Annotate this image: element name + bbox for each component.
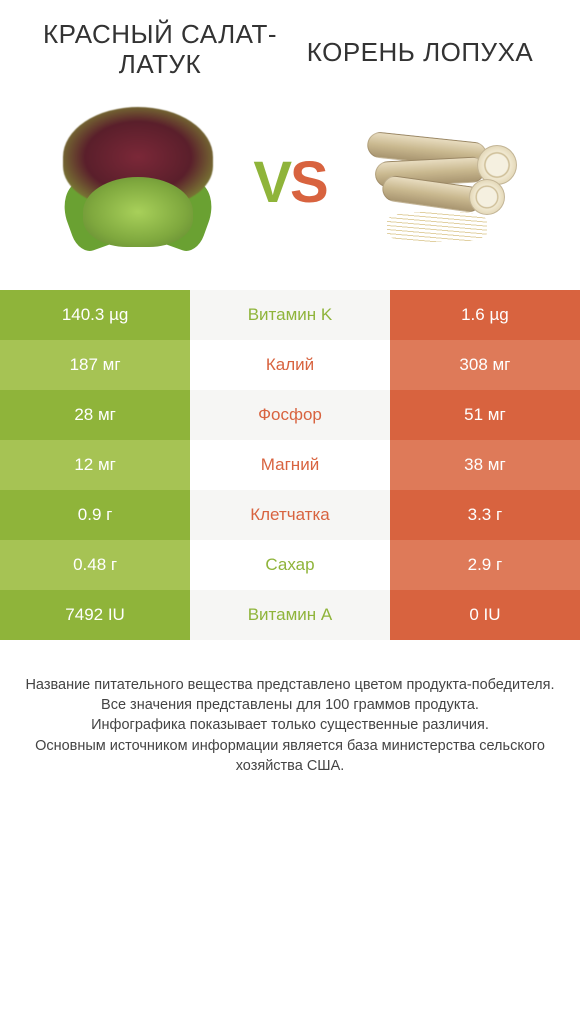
value-left: 28 мг xyxy=(0,390,190,440)
value-left: 140.3 µg xyxy=(0,290,190,340)
footer-note: Название питательного вещества представл… xyxy=(0,640,580,796)
nutrient-label: Сахар xyxy=(190,540,390,590)
value-right: 308 мг xyxy=(390,340,580,390)
value-right: 3.3 г xyxy=(390,490,580,540)
vs-s: S xyxy=(290,150,327,215)
title-right: Корень лопуха xyxy=(290,20,550,80)
value-right: 51 мг xyxy=(390,390,580,440)
value-right: 1.6 µg xyxy=(390,290,580,340)
footer-line: Название питательного вещества представл… xyxy=(22,675,558,695)
nutrient-label: Магний xyxy=(190,440,390,490)
value-right: 38 мг xyxy=(390,440,580,490)
table-row: 187 мгКалий308 мг xyxy=(0,340,580,390)
vs-v: V xyxy=(253,150,290,215)
value-left: 0.9 г xyxy=(0,490,190,540)
lettuce-icon xyxy=(58,107,218,257)
table-row: 0.9 гКлетчатка3.3 г xyxy=(0,490,580,540)
product-image-right xyxy=(335,100,550,265)
footer-line: Все значения представлены для 100 граммо… xyxy=(22,695,558,715)
table-row: 12 мгМагний38 мг xyxy=(0,440,580,490)
value-left: 12 мг xyxy=(0,440,190,490)
table-row: 28 мгФосфор51 мг xyxy=(0,390,580,440)
burdock-icon xyxy=(357,117,527,247)
header: Красный салат-латук Корень лопуха xyxy=(0,0,580,90)
value-right: 0 IU xyxy=(390,590,580,640)
table-row: 7492 IUВитамин A0 IU xyxy=(0,590,580,640)
table-row: 0.48 гСахар2.9 г xyxy=(0,540,580,590)
value-left: 187 мг xyxy=(0,340,190,390)
value-left: 7492 IU xyxy=(0,590,190,640)
table-row: 140.3 µgВитамин K1.6 µg xyxy=(0,290,580,340)
title-left: Красный салат-латук xyxy=(30,20,290,80)
value-left: 0.48 г xyxy=(0,540,190,590)
value-right: 2.9 г xyxy=(390,540,580,590)
nutrient-label: Фосфор xyxy=(190,390,390,440)
footer-line: Инфографика показывает только существенн… xyxy=(22,715,558,735)
vs-label: VS xyxy=(245,149,334,216)
nutrient-label: Витамин K xyxy=(190,290,390,340)
images-row: VS xyxy=(0,90,580,290)
nutrient-label: Витамин A xyxy=(190,590,390,640)
nutrient-label: Клетчатка xyxy=(190,490,390,540)
footer-line: Основным источником информации является … xyxy=(22,736,558,777)
nutrient-label: Калий xyxy=(190,340,390,390)
product-image-left xyxy=(30,100,245,265)
comparison-table: 140.3 µgВитамин K1.6 µg187 мгКалий308 мг… xyxy=(0,290,580,640)
